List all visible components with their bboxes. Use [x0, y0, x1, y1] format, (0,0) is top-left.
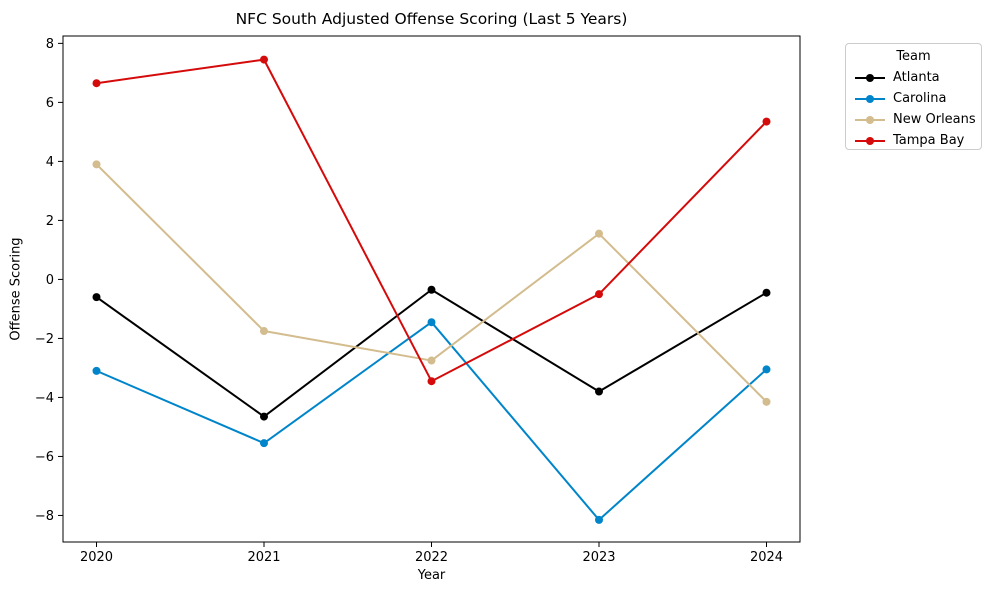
series-line-new-orleans [95, 163, 768, 403]
line-marker-icon [855, 73, 885, 82]
legend-label: Atlanta [893, 70, 940, 85]
data-point-tampa-bay [260, 55, 268, 64]
data-point-atlanta [762, 288, 771, 297]
data-point-tampa-bay [762, 117, 771, 126]
x-axis-label: Year [417, 568, 446, 583]
data-point-new-orleans [762, 397, 771, 406]
legend-label: New Orleans [893, 112, 976, 127]
series-line-atlanta [95, 288, 768, 418]
line-marker-icon [855, 136, 885, 145]
series-new-orleans [92, 160, 771, 406]
data-point-new-orleans [92, 160, 101, 169]
y-axis-label: Offense Scoring [8, 237, 24, 341]
data-point-carolina [595, 515, 603, 524]
legend-item-new-orleans: New Orleans [854, 109, 976, 130]
data-point-carolina [92, 366, 101, 375]
data-point-carolina [427, 318, 436, 327]
chart-title: NFC South Adjusted Offense Scoring (Last… [235, 10, 628, 28]
legend-item-tampa-bay: Tampa Bay [854, 130, 973, 151]
y-tick-label: 4 [46, 155, 54, 170]
x-tick-label: 2020 [80, 550, 113, 565]
series-atlanta [92, 285, 771, 421]
x-tick-label: 2024 [750, 550, 783, 565]
axes-frame [62, 35, 801, 543]
y-tick-label: −2 [35, 332, 54, 347]
series-tampa-bay [92, 55, 771, 386]
data-point-new-orleans [260, 327, 268, 336]
line-marker-icon [855, 94, 885, 103]
x-tick-label: 2021 [247, 550, 280, 565]
x-tick-label: 2022 [415, 550, 448, 565]
y-tick-label: −8 [35, 509, 54, 524]
data-point-atlanta [427, 285, 436, 294]
y-tick-label: −6 [35, 450, 54, 465]
legend-item-carolina: Carolina [854, 88, 973, 109]
y-tick-label: 2 [46, 214, 54, 229]
data-point-atlanta [92, 293, 101, 302]
data-point-carolina [762, 365, 771, 374]
y-tick-label: 6 [46, 96, 54, 111]
y-tick-label: −4 [35, 391, 54, 406]
data-point-carolina [260, 439, 268, 448]
data-point-atlanta [260, 412, 268, 421]
data-point-atlanta [595, 387, 603, 396]
data-point-tampa-bay [427, 377, 436, 386]
data-point-tampa-bay [92, 79, 101, 88]
y-tick-label: 8 [46, 37, 54, 52]
data-point-new-orleans [595, 229, 603, 238]
legend-label: Carolina [893, 91, 947, 106]
y-tick-label: 0 [46, 273, 54, 288]
x-tick-label: 2023 [582, 550, 615, 565]
legend-item-atlanta: Atlanta [854, 67, 973, 88]
series-carolina [92, 318, 771, 524]
series-line-tampa-bay [95, 58, 768, 383]
line-marker-icon [855, 115, 885, 124]
legend: Team Atlanta Carolina New Orleans [845, 43, 982, 150]
data-point-tampa-bay [595, 290, 603, 299]
data-point-new-orleans [427, 356, 436, 365]
legend-label: Tampa Bay [893, 133, 965, 148]
legend-title: Team [896, 49, 931, 64]
